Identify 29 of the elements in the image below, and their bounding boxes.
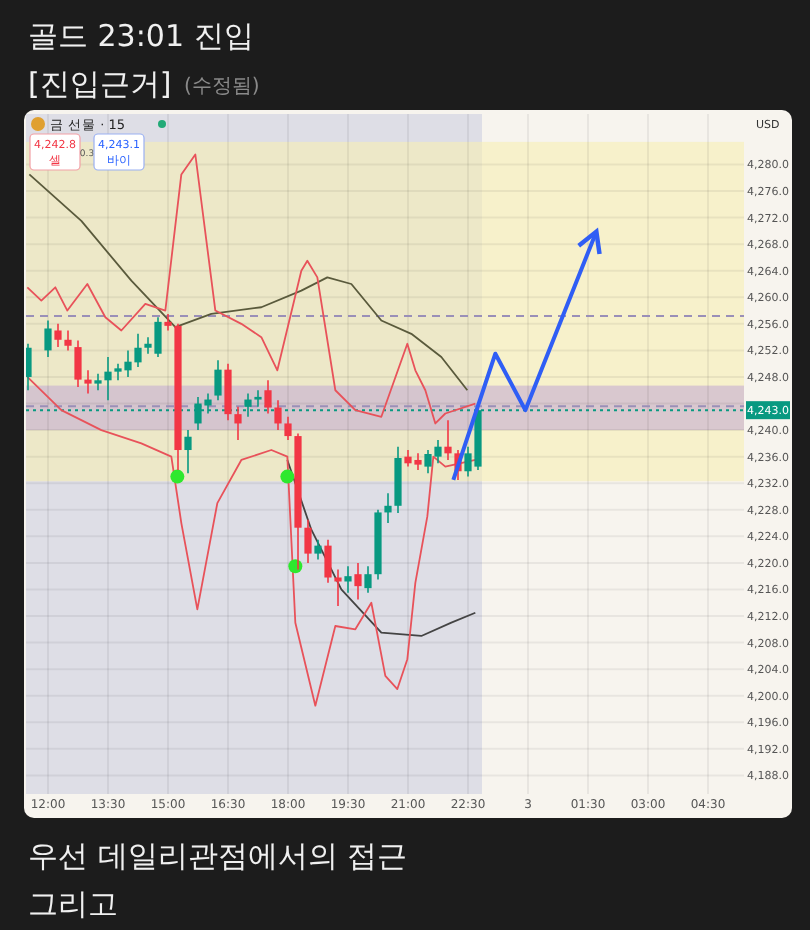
text: 그리고	[28, 886, 118, 922]
candlestick	[354, 562, 362, 601]
candlestick	[214, 359, 222, 402]
candlestick	[274, 399, 282, 431]
chart-subtitle: [진입근거]	[28, 66, 172, 102]
candlestick	[54, 323, 62, 348]
candlestick	[284, 416, 292, 441]
candlestick	[104, 356, 112, 402]
text: (수정됨)	[184, 76, 260, 98]
candlestick	[224, 362, 232, 421]
candlestick	[344, 565, 352, 594]
candlestick	[264, 379, 272, 415]
candlestick	[84, 369, 92, 395]
candlestick	[234, 406, 242, 441]
candlestick	[44, 319, 52, 358]
candlestick	[304, 518, 312, 564]
candlestick	[64, 329, 72, 352]
candlestick	[364, 565, 372, 594]
candlestick	[184, 429, 192, 475]
candlestick	[334, 568, 342, 607]
candlestick	[134, 333, 142, 368]
text: 우선 데일리관점에서의 접근	[28, 838, 408, 874]
candlestick	[384, 492, 392, 524]
candlestick	[324, 538, 332, 584]
candlestick	[314, 538, 322, 561]
chart-title: 골드 23:01 진입	[28, 18, 254, 54]
candlestick	[394, 445, 402, 514]
candlestick	[74, 339, 82, 388]
candlestick	[444, 419, 452, 461]
